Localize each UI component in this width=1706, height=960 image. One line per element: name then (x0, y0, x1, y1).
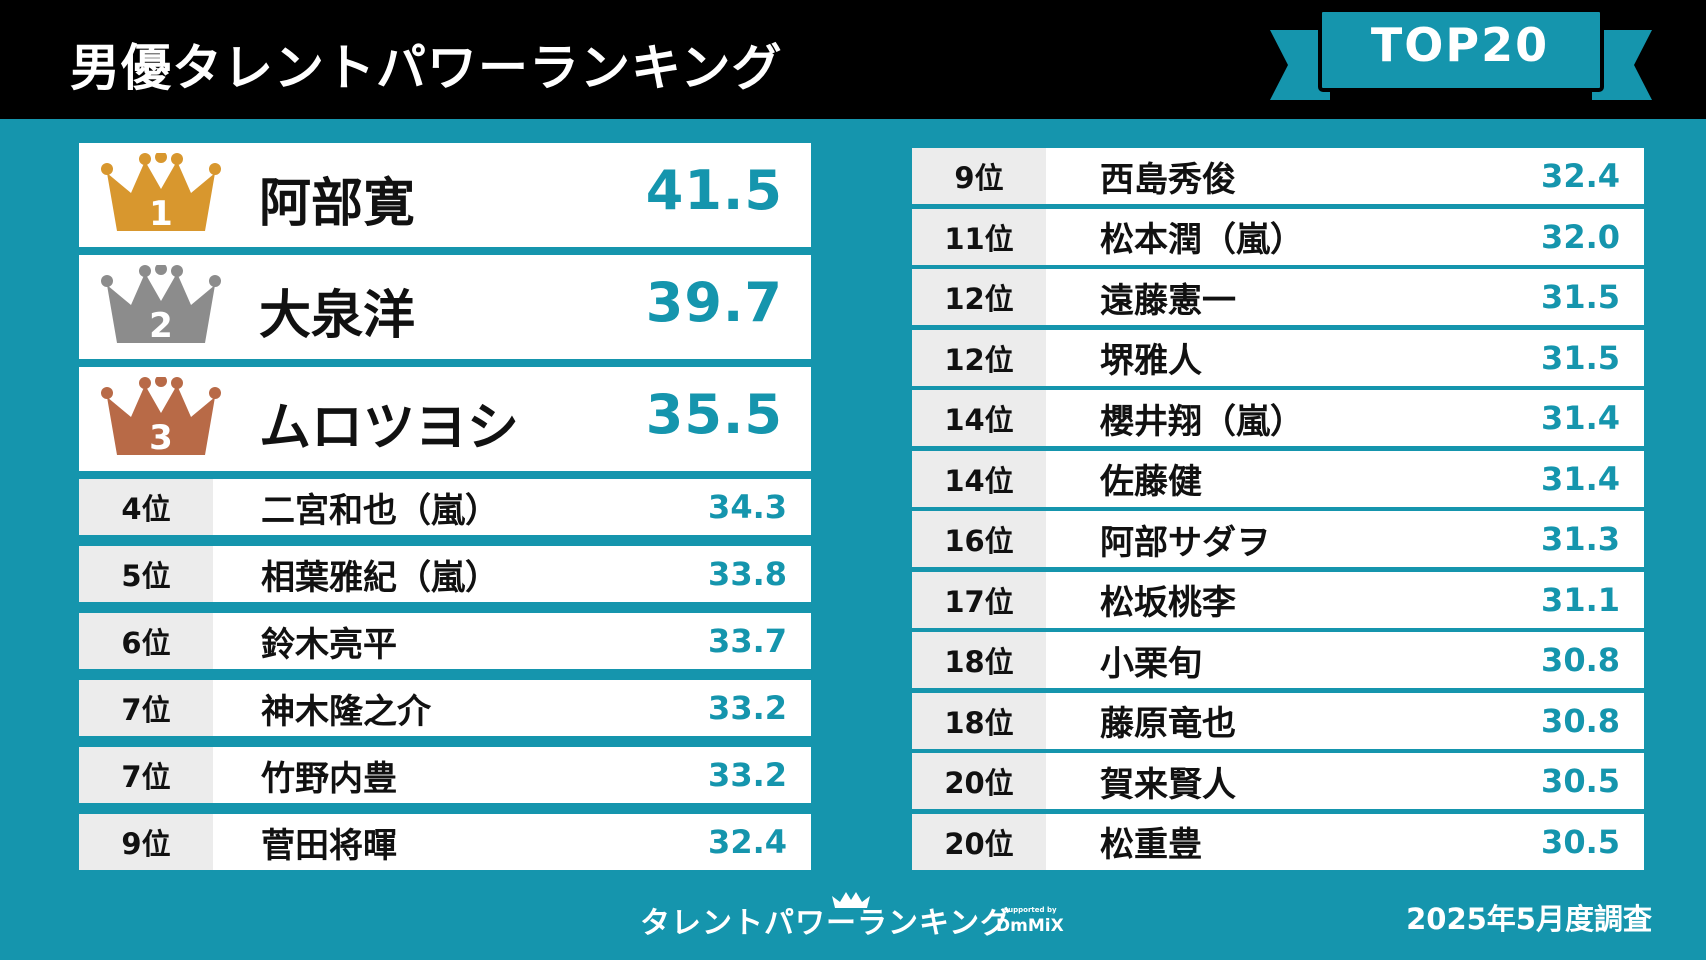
ranking-row: 9位 菅田将暉 32.4 (79, 814, 811, 870)
right-ranking-column: 9位 西島秀俊 32.4 11位 松本潤（嵐） 32.0 12位 遠藤憲一 31… (912, 148, 1644, 874)
rank-number: 2 (149, 306, 173, 345)
actor-name: 松重豊 (1100, 825, 1202, 865)
actor-name: 神木隆之介 (261, 691, 431, 732)
score-value: 32.4 (1541, 157, 1620, 195)
actor-name: 小栗旬 (1100, 643, 1202, 684)
actor-name: 佐藤健 (1100, 462, 1202, 502)
rank-label: 6位 (79, 613, 213, 669)
rank-number: 1 (149, 194, 173, 233)
score-value: 31.1 (1541, 580, 1620, 619)
actor-name: 阿部サダヲ (1100, 522, 1270, 563)
score-value: 31.5 (1541, 338, 1620, 377)
footer-crown-icon (832, 892, 870, 908)
ranking-row: 20位 賀来賢人 30.5 (912, 753, 1644, 809)
rank-label: 11位 (912, 208, 1046, 265)
ranking-row: 12位 堺雅人 31.5 (912, 329, 1644, 386)
actor-name: 松坂桃李 (1100, 583, 1236, 623)
score-value: 30.8 (1541, 641, 1620, 679)
actor-name: 遠藤憲一 (1100, 280, 1236, 321)
crown-gold-icon: 1 (101, 153, 221, 233)
ranking-row: 16位 阿部サダヲ 31.3 (912, 511, 1644, 567)
actor-name: 藤原竜也 (1100, 704, 1236, 744)
ranking-row: 14位 櫻井翔（嵐） 31.4 (912, 390, 1644, 446)
rank-3-row: 3 ムロツヨシ 35.5 (79, 367, 811, 471)
score-value: 31.3 (1541, 520, 1620, 558)
rank-1-score: 41.5 (645, 159, 783, 222)
actor-name: 竹野内豊 (261, 758, 397, 799)
rank-1-row: 1 阿部寛 41.5 (79, 143, 811, 247)
rank-label: 12位 (912, 269, 1046, 325)
score-value: 33.8 (708, 555, 787, 593)
ranking-row: 6位 鈴木亮平 33.7 (79, 613, 811, 669)
rank-label: 9位 (912, 148, 1046, 204)
rank-label: 12位 (912, 329, 1046, 386)
survey-date: 2025年5月度調査 (1406, 902, 1652, 936)
score-value: 34.3 (708, 488, 787, 526)
score-value: 30.8 (1541, 701, 1620, 740)
score-value: 32.0 (1541, 217, 1620, 256)
actor-name: 西島秀俊 (1100, 159, 1236, 200)
rank-label: 5位 (79, 546, 213, 602)
rank-label: 4位 (79, 479, 213, 535)
brand-logo: DmMiX (996, 916, 1064, 936)
ranking-row: 20位 松重豊 30.5 (912, 813, 1644, 870)
ranking-row: 9位 西島秀俊 32.4 (912, 148, 1644, 204)
rank-label: 7位 (79, 747, 213, 803)
top20-ribbon (1270, 10, 1652, 100)
rank-2-row: 2 大泉洋 39.7 (79, 255, 811, 359)
rank-label: 14位 (912, 450, 1046, 507)
actor-name: 賀来賢人 (1100, 764, 1236, 805)
rank-label: 17位 (912, 571, 1046, 628)
actor-name: 堺雅人 (1100, 341, 1202, 381)
rank-label: 20位 (912, 813, 1046, 870)
score-value: 33.7 (708, 622, 787, 660)
actor-name: 菅田将暉 (261, 825, 397, 866)
actor-name: 松本潤（嵐） (1100, 220, 1304, 260)
rank-3-score: 35.5 (645, 383, 783, 446)
rank-2-score: 39.7 (645, 271, 783, 334)
ranking-row: 7位 神木隆之介 33.2 (79, 680, 811, 736)
footer-logo: タレントパワーランキング (640, 906, 1012, 941)
crown-silver-icon: 2 (101, 265, 221, 345)
actor-name: 鈴木亮平 (261, 624, 397, 665)
actor-name: 櫻井翔（嵐） (1100, 401, 1304, 442)
ranking-row: 7位 竹野内豊 33.2 (79, 747, 811, 803)
score-value: 32.4 (708, 823, 787, 861)
left-ranking-column: 1 阿部寛 41.5 2 大泉洋 39.7 3 ムロツヨシ 35.5 4位 二宮… (79, 143, 811, 881)
crown-bronze-icon: 3 (101, 377, 221, 457)
score-value: 30.5 (1541, 822, 1620, 861)
rank-2-name: 大泉洋 (259, 286, 416, 346)
score-value: 31.5 (1541, 278, 1620, 316)
score-value: 31.4 (1541, 399, 1620, 437)
ranking-row: 18位 小栗旬 30.8 (912, 632, 1644, 688)
rank-label: 14位 (912, 390, 1046, 446)
ranking-row: 5位 相葉雅紀（嵐） 33.8 (79, 546, 811, 602)
ranking-row: 14位 佐藤健 31.4 (912, 450, 1644, 507)
ranking-row: 17位 松坂桃李 31.1 (912, 571, 1644, 628)
rank-number: 3 (149, 418, 173, 457)
ranking-row: 4位 二宮和也（嵐） 34.3 (79, 479, 811, 535)
rank-label: 16位 (912, 511, 1046, 567)
rank-label: 18位 (912, 692, 1046, 749)
rank-label: 7位 (79, 680, 213, 736)
ranking-row: 12位 遠藤憲一 31.5 (912, 269, 1644, 325)
rank-label: 18位 (912, 632, 1046, 688)
ranking-row: 18位 藤原竜也 30.8 (912, 692, 1644, 749)
top20-badge: TOP20 (1370, 18, 1550, 72)
rank-label: 9位 (79, 814, 213, 870)
score-value: 33.2 (708, 689, 787, 727)
score-value: 30.5 (1541, 762, 1620, 800)
rank-1-name: 阿部寛 (259, 174, 416, 234)
page-title: 男優タレントパワーランキング (70, 39, 783, 97)
ranking-row: 11位 松本潤（嵐） 32.0 (912, 208, 1644, 265)
rank-3-name: ムロツヨシ (259, 398, 520, 458)
supported-by-label: supported by (1004, 906, 1057, 914)
rank-label: 20位 (912, 753, 1046, 809)
score-value: 33.2 (708, 756, 787, 794)
actor-name: 相葉雅紀（嵐） (261, 557, 499, 598)
score-value: 31.4 (1541, 459, 1620, 498)
actor-name: 二宮和也（嵐） (261, 490, 499, 531)
